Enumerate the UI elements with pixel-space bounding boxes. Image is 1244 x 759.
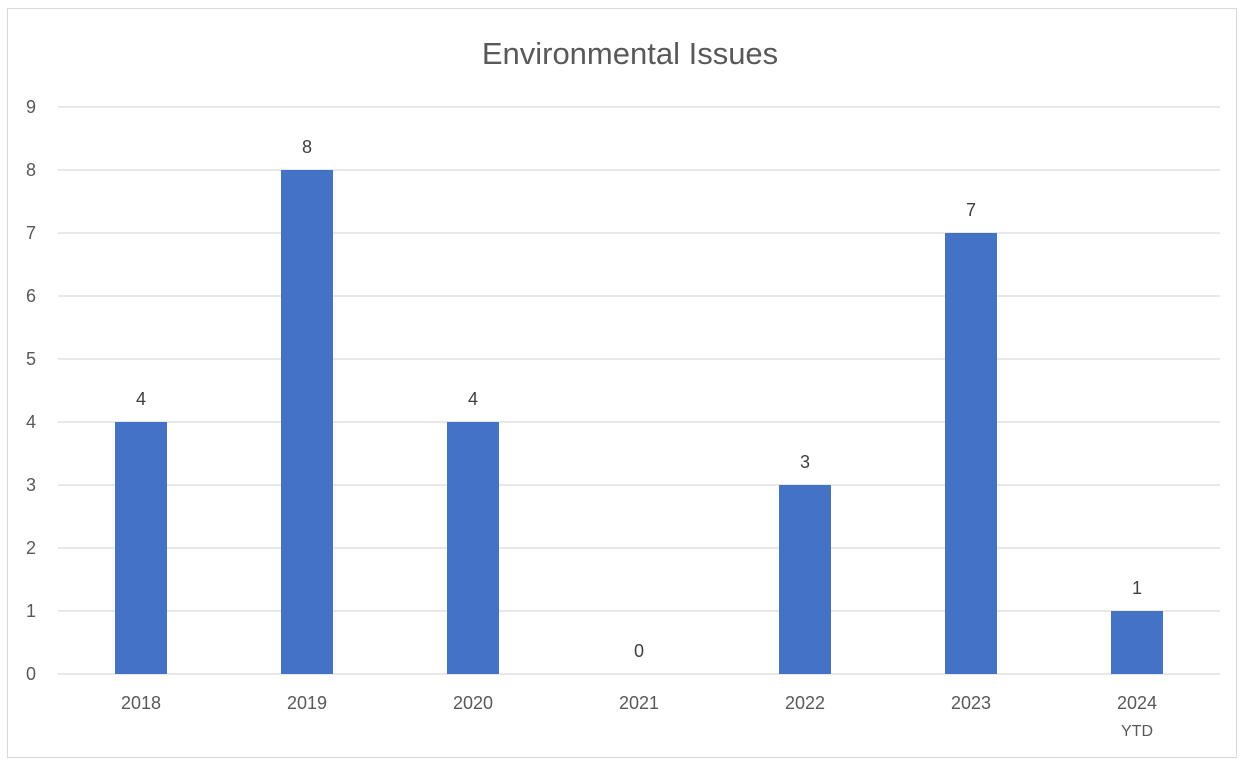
bar: [1111, 611, 1163, 674]
x-tick-label: 2024 YTD: [1117, 693, 1157, 740]
data-label: 4: [136, 389, 146, 409]
x-tick-label: 2023: [951, 693, 991, 713]
gridlines: [58, 106, 1220, 675]
bar: [945, 233, 997, 674]
x-tick-label: 2019: [287, 693, 327, 713]
y-axis-tick-labels: 0 1 2 3 4 5 6 7 8 9: [26, 97, 36, 684]
y-tick-label: 9: [26, 97, 36, 117]
chart-area: [7, 8, 1237, 758]
data-label: 3: [800, 452, 810, 472]
y-tick-label: 2: [26, 538, 36, 558]
data-label: 0: [634, 641, 644, 661]
data-label: 7: [966, 200, 976, 220]
data-label: 1: [1132, 578, 1142, 598]
x-tick-label: 2020: [453, 693, 493, 713]
bar: [281, 170, 333, 674]
bar: [779, 485, 831, 674]
bar: [447, 422, 499, 674]
x-axis-tick-labels: 2018 2019 2020 2021 2022 2023 2024 YTD: [121, 693, 1157, 740]
y-tick-label: 1: [26, 601, 36, 621]
x-tick-label: 2022: [785, 693, 825, 713]
bars: [115, 170, 1163, 674]
chart-title: Environmental Issues: [482, 36, 778, 71]
y-tick-label: 6: [26, 286, 36, 306]
x-tick-label: 2021: [619, 693, 659, 713]
data-label: 4: [468, 389, 478, 409]
y-tick-label: 0: [26, 664, 36, 684]
data-label: 8: [302, 137, 312, 157]
bar: [115, 422, 167, 674]
y-tick-label: 3: [26, 475, 36, 495]
y-tick-label: 5: [26, 349, 36, 369]
x-tick-label: 2018: [121, 693, 161, 713]
y-tick-label: 7: [26, 223, 36, 243]
y-tick-label: 8: [26, 160, 36, 180]
data-labels: 4 8 4 0 3 7 1: [136, 137, 1142, 661]
y-tick-label: 4: [26, 412, 36, 432]
